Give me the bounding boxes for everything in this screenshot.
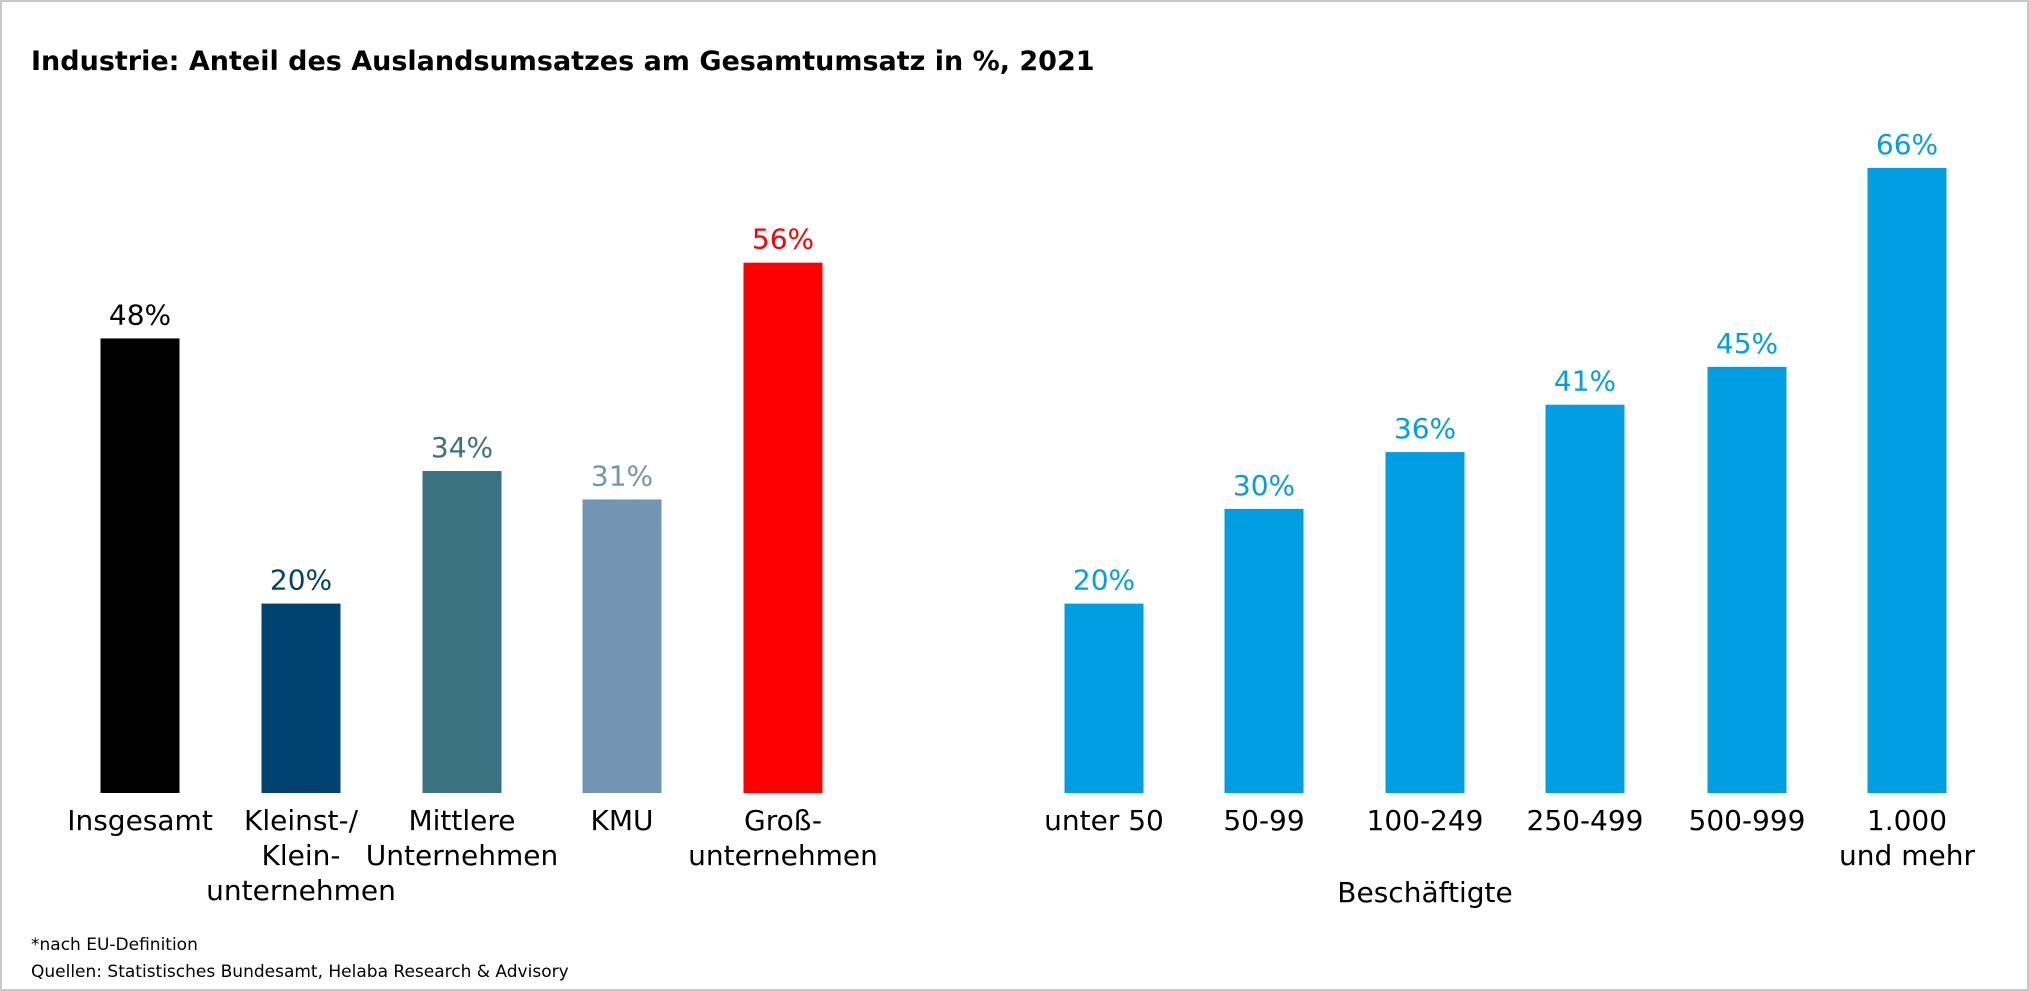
x-tick-label: Mittlere Unternehmen [366, 804, 558, 872]
data-label: 41% [1554, 365, 1616, 398]
x-tick-label: Insgesamt [67, 804, 213, 837]
data-label: 20% [270, 564, 332, 597]
data-label: 56% [752, 223, 814, 256]
bar [261, 603, 341, 793]
x-tick-label: 1.000 und mehr [1839, 804, 1975, 872]
x-tick-label: KMU [590, 804, 653, 837]
data-label: 36% [1394, 412, 1456, 445]
footnote: *nach EU-Definition [31, 935, 198, 955]
bar [1385, 452, 1465, 793]
data-label: 20% [1073, 564, 1135, 597]
x-tick-label: unter 50 [1044, 804, 1164, 837]
x-tick-label: Groß-unternehmen [688, 804, 878, 872]
x-tick-label: 50-99 [1223, 804, 1304, 837]
bar [100, 338, 180, 793]
data-label: 30% [1233, 469, 1295, 502]
data-label: 48% [109, 298, 171, 331]
x-tick-label: 100-249 [1367, 804, 1484, 837]
bar [1224, 508, 1304, 793]
footnote: Quellen: Statistisches Bundesamt, Helaba… [31, 962, 569, 982]
x-tick-label: 500-999 [1689, 804, 1806, 837]
chart-title: Industrie: Anteil des Auslandsumsatzes a… [31, 46, 1095, 77]
bar [1867, 167, 1947, 794]
data-label: 31% [591, 459, 653, 492]
data-label: 45% [1716, 327, 1778, 360]
data-label: 66% [1876, 128, 1938, 161]
bar [743, 262, 823, 793]
bar [582, 499, 662, 793]
x-axis-label: Beschäftigte [1337, 876, 1512, 909]
bar [1545, 404, 1625, 793]
x-tick-label: Kleinst-/Klein-unternehmen [206, 804, 396, 907]
bar [1064, 603, 1144, 793]
bar [1707, 366, 1787, 793]
x-tick-label: 250-499 [1527, 804, 1644, 837]
data-label: 34% [431, 431, 493, 464]
bar [422, 471, 502, 793]
